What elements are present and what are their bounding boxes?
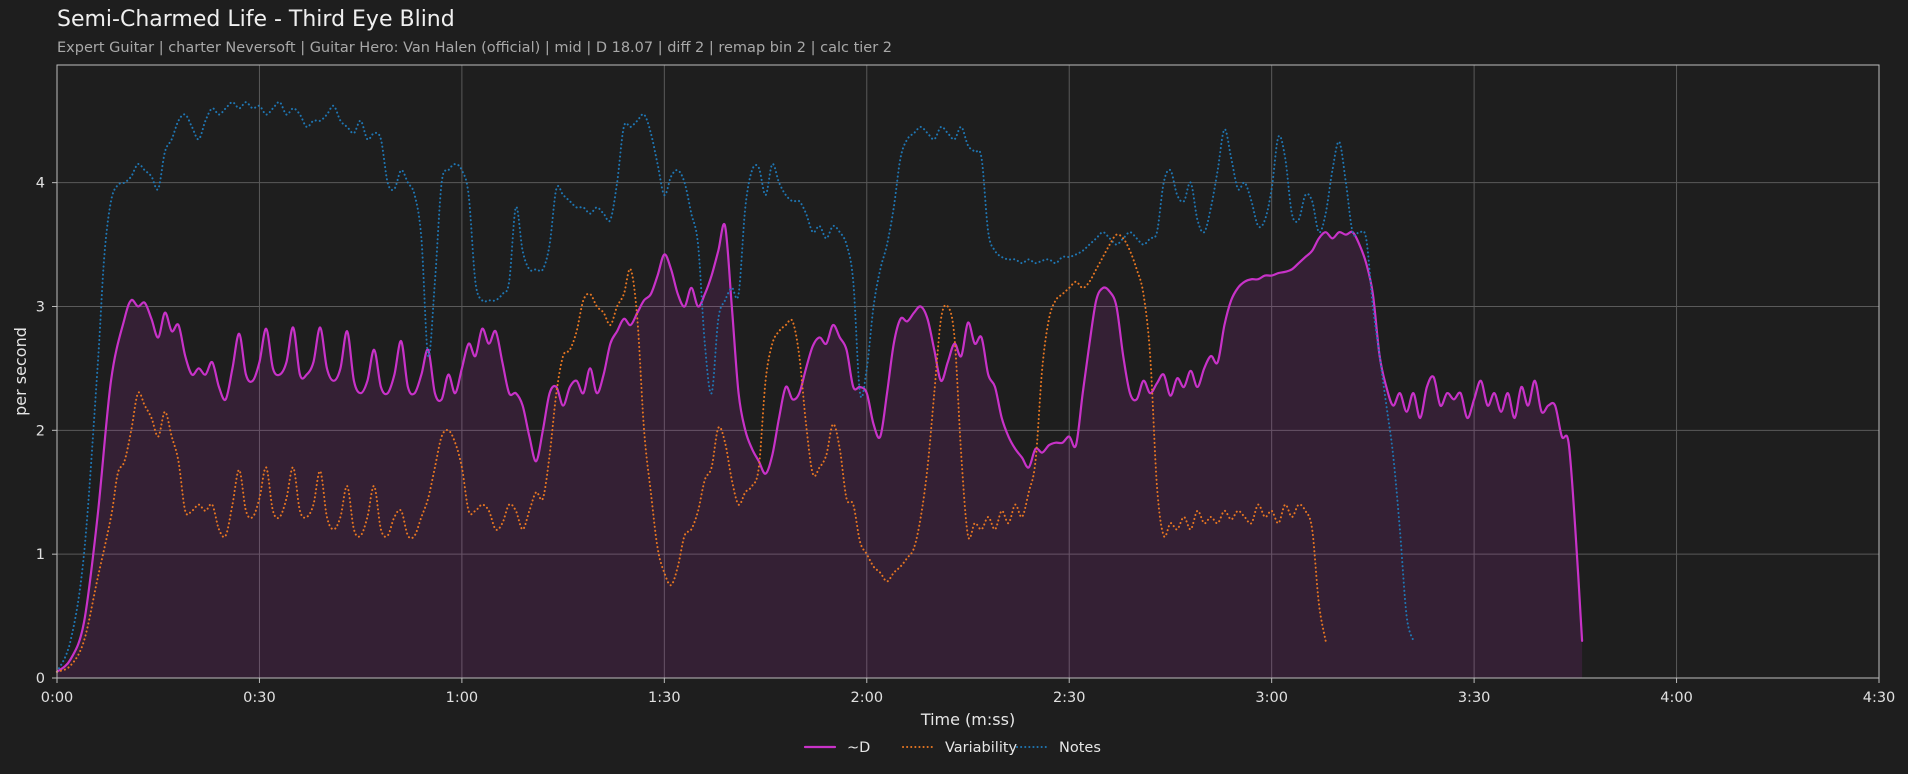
series-line-notes [56, 101, 1415, 673]
x-tick-label: 2:00 [850, 690, 883, 706]
y-tick-label: 3 [36, 299, 45, 315]
chart-series-lines [55, 101, 1584, 673]
x-tick-label: 0:30 [243, 690, 276, 706]
y-axis-ticks: 0 1 2 3 4 [36, 176, 57, 687]
chart-area-fill [57, 224, 1583, 678]
plot-frame [56, 64, 1880, 679]
y-tick-label: 2 [36, 423, 45, 439]
legend-label: ~D [847, 740, 870, 756]
x-tick-label: 2:30 [1053, 690, 1086, 706]
x-tick-label: 3:30 [1458, 690, 1491, 706]
y-tick-label: 1 [36, 547, 45, 563]
series-area-d [57, 224, 1583, 678]
x-tick-label: 1:00 [446, 690, 479, 706]
x-tick-label: 1:30 [648, 690, 681, 706]
chart-legend: ~D Variability Notes [803, 740, 1101, 756]
chart-title: Semi-Charmed Life - Third Eye Blind [57, 7, 455, 32]
series-line-variability [56, 233, 1327, 673]
x-axis-label: Time (m:ss) [920, 710, 1015, 729]
legend-label: Notes [1059, 740, 1101, 756]
x-axis-ticks: 0:00 0:30 1:00 1:30 2:00 2:30 3:00 3:30 4:00 4:30 [41, 678, 1896, 706]
y-axis-label: per second [11, 327, 30, 416]
series-line-d [55, 222, 1584, 673]
chart-subtitle: Expert Guitar | charter Neversoft | Guit… [57, 40, 893, 56]
x-tick-label: 0:00 [41, 690, 74, 706]
x-tick-label: 4:00 [1660, 690, 1693, 706]
y-tick-label: 0 [36, 671, 45, 687]
x-tick-label: 3:00 [1255, 690, 1288, 706]
legend-label: Variability [945, 740, 1018, 756]
x-tick-label: 4:30 [1863, 690, 1896, 706]
y-tick-label: 4 [36, 176, 45, 192]
